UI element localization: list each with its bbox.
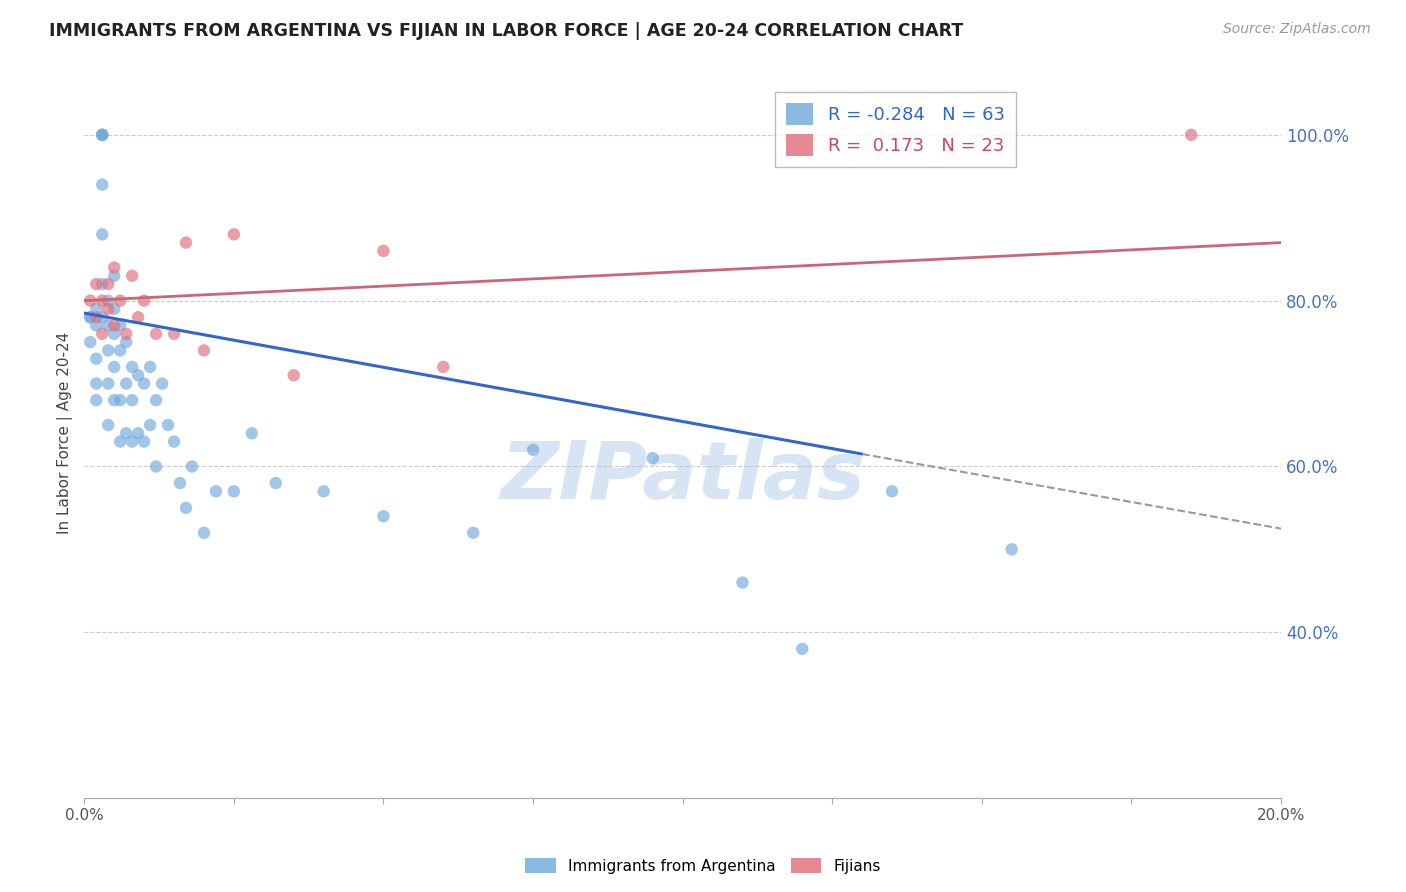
Point [163,326,186,341]
Point [193,343,215,358]
Point [115,335,138,350]
Point [84,351,107,366]
Legend: R = -0.284   N = 63, R =  0.173   N = 23: R = -0.284 N = 63, R = 0.173 N = 23 [776,92,1015,167]
Point [1001,542,1024,557]
Point [115,376,138,391]
Point [103,326,125,341]
Point [91,310,114,325]
Point [373,509,395,524]
Point [150,376,173,391]
Text: IMMIGRANTS FROM ARGENTINA VS FIJIAN IN LABOR FORCE | AGE 20-24 CORRELATION CHART: IMMIGRANTS FROM ARGENTINA VS FIJIAN IN L… [49,22,963,40]
Point [134,376,156,391]
Point [312,484,335,499]
Point [792,641,814,656]
Point [463,525,485,540]
Point [103,260,125,275]
Point [193,525,215,540]
Point [145,459,167,474]
Point [240,426,263,441]
Point [373,244,395,258]
Point [103,318,125,333]
Point [139,417,162,432]
Point [134,434,156,449]
Point [108,434,131,449]
Point [283,368,305,383]
Point [1180,128,1202,142]
Point [79,293,101,308]
Point [79,310,101,325]
Text: ZIPatlas: ZIPatlas [501,438,865,516]
Point [108,293,131,308]
Point [91,277,114,291]
Point [103,301,125,316]
Point [264,476,287,491]
Point [79,335,101,350]
Point [139,359,162,374]
Text: Source: ZipAtlas.com: Source: ZipAtlas.com [1223,22,1371,37]
Point [91,227,114,242]
Point [145,326,167,341]
Point [222,227,245,242]
Point [121,434,143,449]
Point [97,277,120,291]
Point [103,393,125,408]
Point [97,376,120,391]
Point [84,318,107,333]
Point [121,359,143,374]
Point [103,268,125,283]
Point [97,293,120,308]
Point [174,500,197,515]
Point [84,277,107,291]
Point [108,343,131,358]
Point [169,476,191,491]
Y-axis label: In Labor Force | Age 20-24: In Labor Force | Age 20-24 [58,332,73,534]
Point [108,318,131,333]
Point [880,484,903,499]
Point [79,310,101,325]
Point [91,293,114,308]
Point [108,393,131,408]
Point [91,128,114,142]
Point [91,326,114,341]
Point [731,575,754,590]
Point [84,393,107,408]
Point [97,301,120,316]
Point [127,368,149,383]
Point [127,426,149,441]
Point [84,376,107,391]
Point [115,426,138,441]
Point [205,484,228,499]
Point [115,326,138,341]
Point [84,301,107,316]
Point [84,310,107,325]
Point [103,359,125,374]
Point [121,393,143,408]
Point [145,393,167,408]
Point [641,451,664,466]
Point [97,343,120,358]
Point [134,293,156,308]
Point [522,442,544,457]
Point [91,178,114,192]
Point [91,128,114,142]
Point [97,318,120,333]
Point [127,310,149,325]
Point [157,417,180,432]
Point [181,459,204,474]
Point [91,128,114,142]
Point [163,434,186,449]
Point [97,417,120,432]
Point [174,235,197,250]
Point [121,268,143,283]
Point [432,359,454,374]
Point [222,484,245,499]
Legend: Immigrants from Argentina, Fijians: Immigrants from Argentina, Fijians [519,852,887,880]
